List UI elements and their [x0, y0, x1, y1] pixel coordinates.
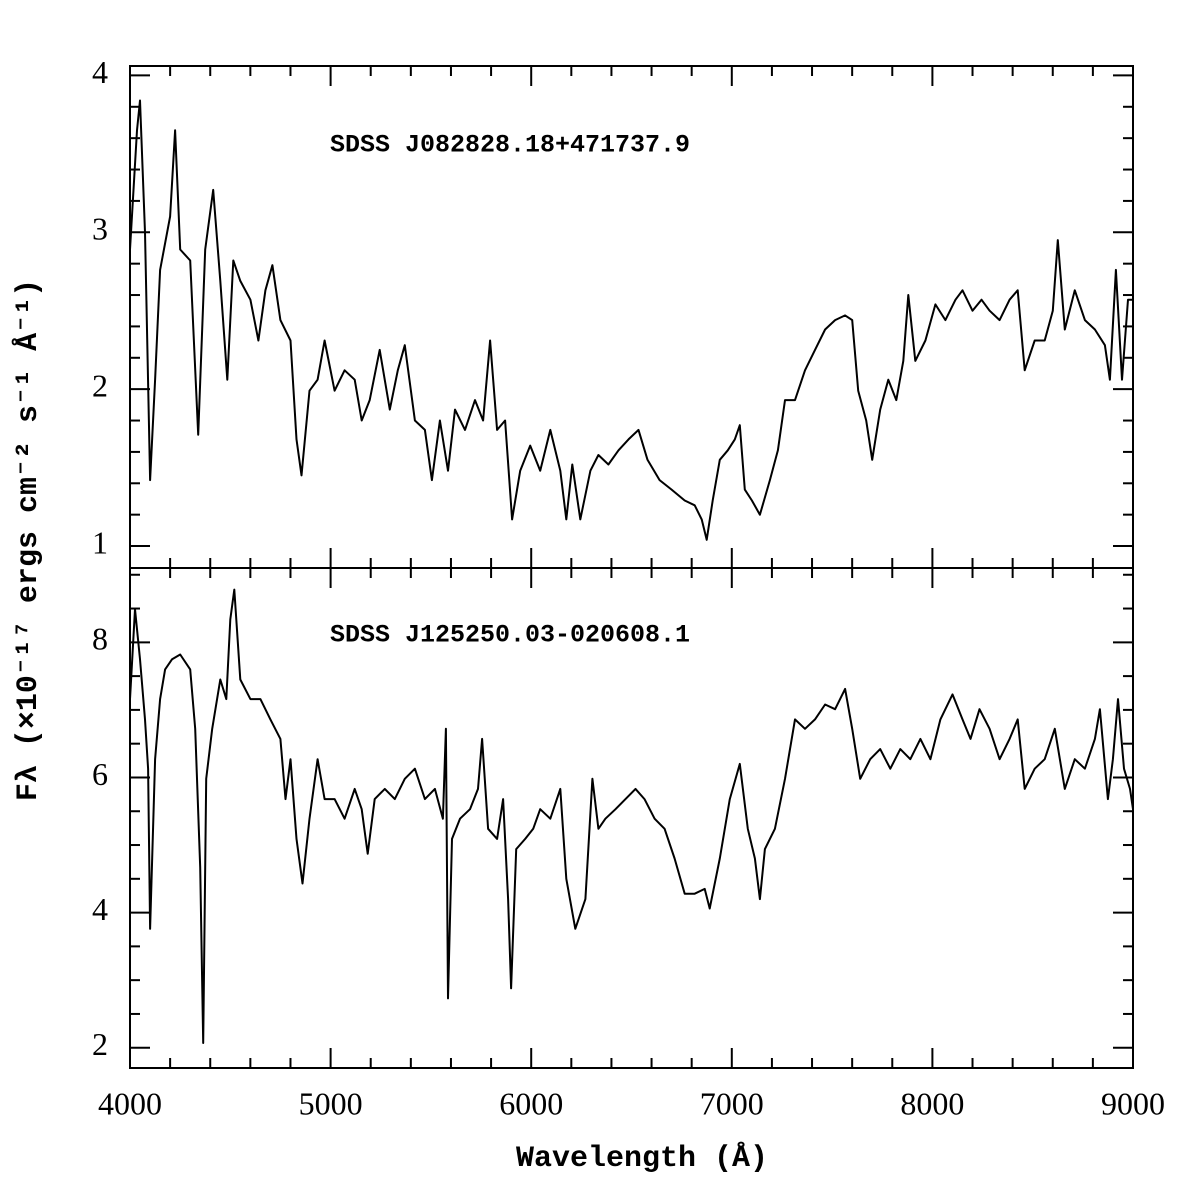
x-tick-label: 7000 [700, 1085, 764, 1121]
bottom-panel-frame [129, 567, 1134, 1069]
x-tick-label: 9000 [1101, 1085, 1165, 1121]
annotation: SDSS J125250.03-020608.1 [330, 621, 690, 650]
y-tick-label: 3 [92, 211, 108, 247]
y-tick-label: 8 [92, 621, 108, 657]
x-tick-label: 6000 [499, 1085, 563, 1121]
spectrum-line [129, 99, 1133, 541]
y-tick-label: 4 [92, 891, 108, 927]
annotation: SDSS J082828.18+471737.9 [330, 131, 690, 160]
spectrum-line [129, 588, 1134, 1044]
y-tick-label: 6 [92, 756, 108, 792]
x-tick-label: 4000 [98, 1085, 162, 1121]
x-tick-label: 8000 [900, 1085, 964, 1121]
y-axis-label: Fλ (×10⁻¹⁷ ergs cm⁻² s⁻¹ Å⁻¹) [12, 279, 46, 801]
y-tick-label: 4 [92, 54, 108, 90]
y-tick-label: 2 [92, 368, 108, 404]
y-tick-label: 1 [92, 524, 108, 560]
x-axis-label: Wavelength (Å) [516, 1142, 768, 1176]
y-tick-label: 2 [92, 1026, 108, 1062]
x-tick-label: 5000 [299, 1085, 363, 1121]
